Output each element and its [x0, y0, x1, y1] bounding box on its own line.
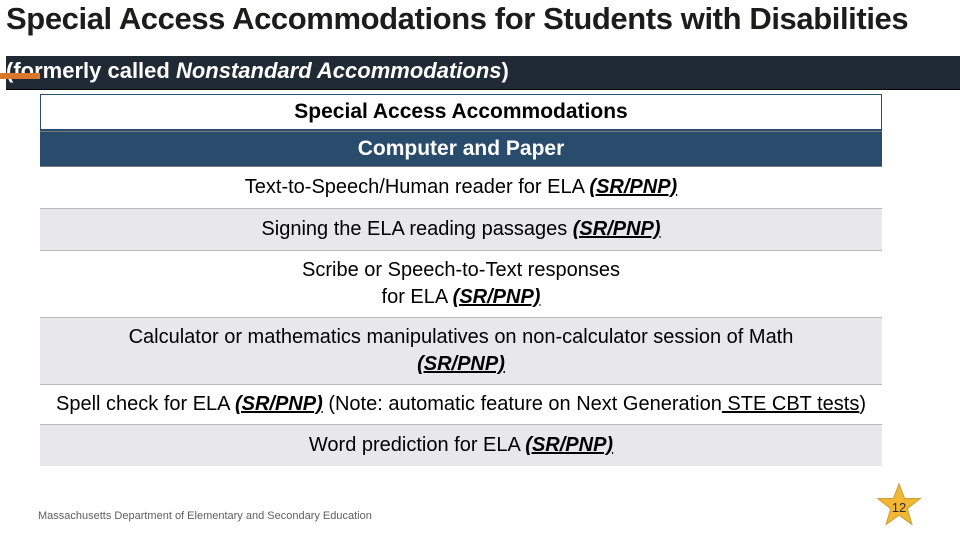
table-header-1: Special Access Accommodations — [40, 94, 882, 131]
row-text: ) — [859, 393, 866, 415]
table-row: Word prediction for ELA (SR/PNP) — [40, 425, 882, 466]
page-number-star: 12 — [876, 482, 922, 528]
table-row: Signing the ELA reading passages (SR/PNP… — [40, 209, 882, 251]
row-text: Signing the ELA reading passages — [261, 218, 572, 240]
accent-bar — [0, 73, 40, 79]
table-row: Calculator or mathematics manipulatives … — [40, 318, 882, 385]
table-header-2: Computer and Paper — [40, 131, 882, 167]
footer-text: Massachusetts Department of Elementary a… — [38, 510, 372, 522]
table-row: Spell check for ELA (SR/PNP) (Note: auto… — [40, 385, 882, 425]
row-text: Word prediction for ELA — [309, 434, 525, 456]
sr-pnp-tag: (SR/PNP) — [235, 393, 323, 415]
subtitle: (formerly called Nonstandard Accommodati… — [6, 56, 515, 84]
sr-pnp-tag: (SR/PNP) — [453, 286, 541, 308]
subtitle-italic: Nonstandard Accommodations — [176, 58, 502, 83]
sr-pnp-tag: (SR/PNP) — [589, 176, 677, 198]
row-text: Text-to-Speech/Human reader for ELA — [245, 176, 590, 198]
subtitle-suffix: ) — [502, 58, 509, 83]
sr-pnp-tag: (SR/PNP) — [525, 434, 613, 456]
subtitle-prefix: (formerly called — [6, 58, 176, 83]
accommodations-table: Special Access Accommodations Computer a… — [40, 94, 882, 466]
sr-pnp-tag: (SR/PNP) — [573, 218, 661, 240]
page-number: 12 — [876, 482, 922, 528]
row-text: for ELA — [382, 286, 453, 308]
row-text-underline: STE CBT tests — [722, 393, 859, 415]
row-text: Scribe or Speech-to-Text responses — [302, 259, 620, 281]
page-title: Special Access Accommodations for Studen… — [6, 3, 950, 36]
table-row: Text-to-Speech/Human reader for ELA (SR/… — [40, 167, 882, 209]
row-text: Spell check for ELA — [56, 393, 235, 415]
table-row: Scribe or Speech-to-Text responses for E… — [40, 251, 882, 318]
sr-pnp-tag: (SR/PNP) — [417, 353, 505, 375]
row-text: (Note: automatic feature on Next Generat… — [323, 393, 722, 415]
row-text: Calculator or mathematics manipulatives … — [129, 326, 794, 348]
